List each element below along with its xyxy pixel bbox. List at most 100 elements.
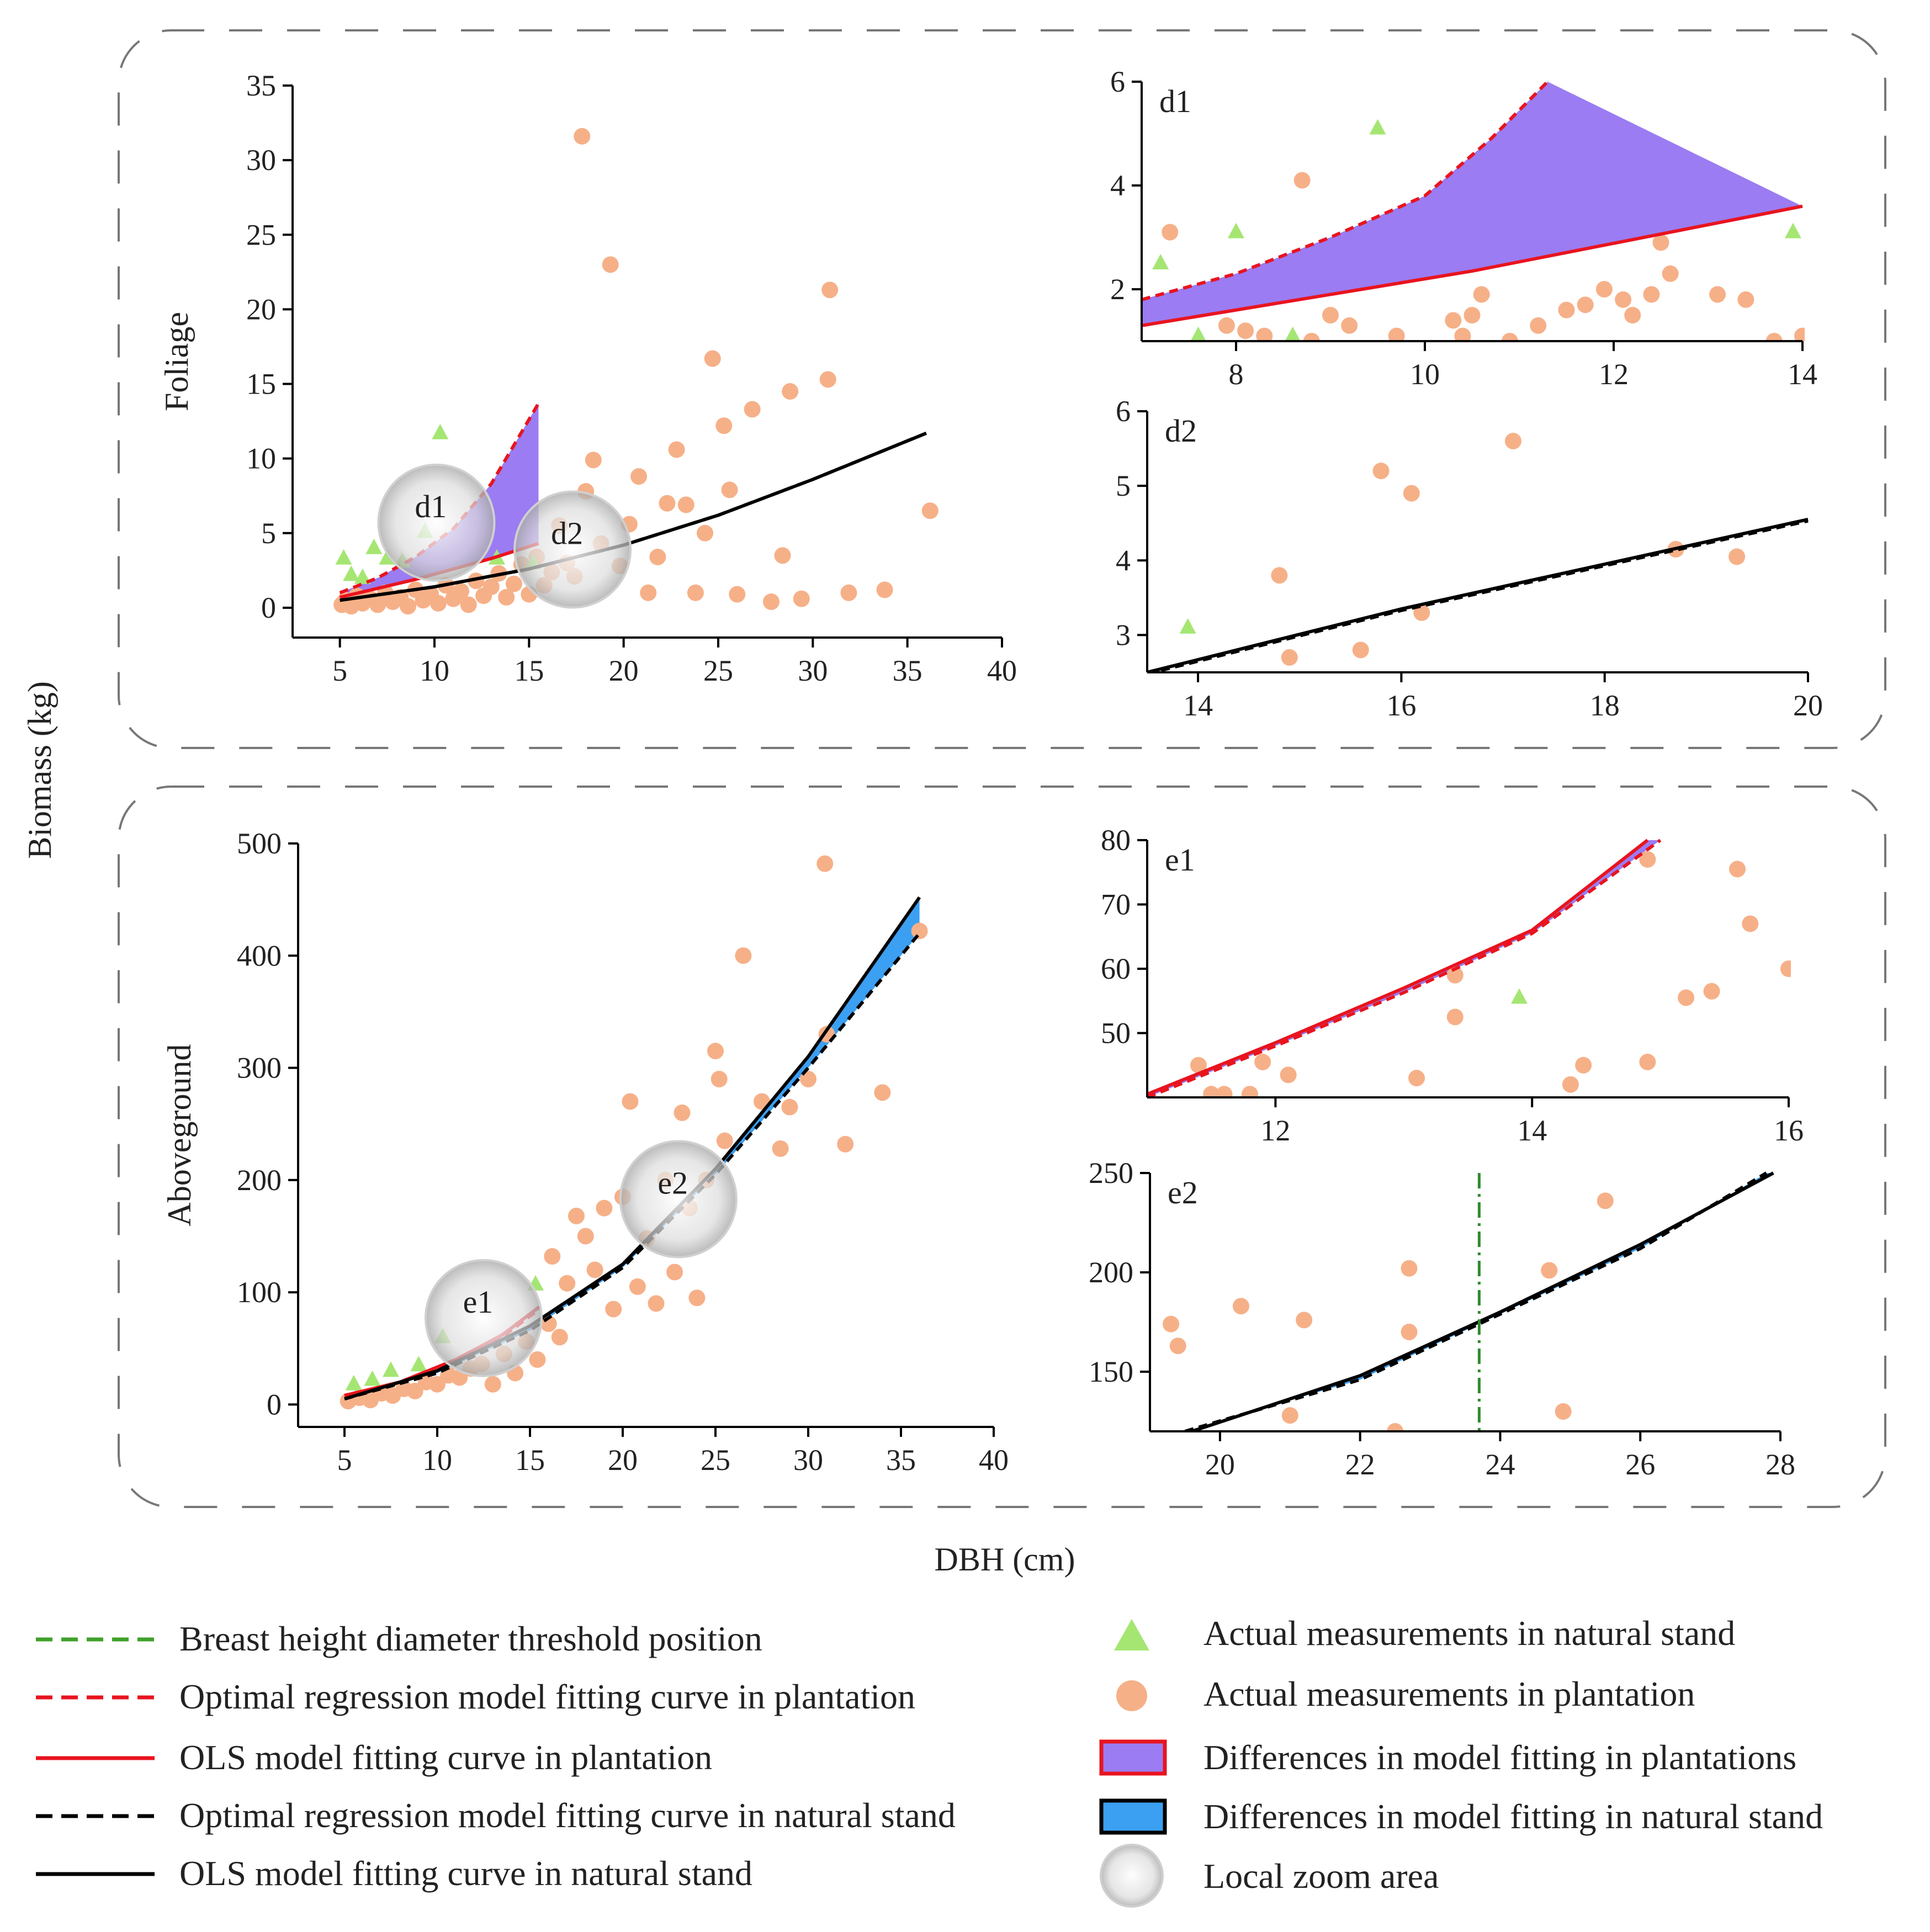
d1-plantation-point	[1237, 322, 1254, 339]
foliage-main-zoom-label: d1	[415, 489, 447, 524]
d2-x-tick-label: 18	[1590, 689, 1620, 722]
aboveground-main-plantation-point	[674, 1104, 691, 1121]
d1-plantation-point	[1341, 317, 1358, 334]
foliage-main-x-tick-label: 20	[609, 654, 639, 687]
d2-natural-point	[1179, 618, 1196, 634]
foliage-main-plantation-point	[721, 481, 738, 498]
d2-y-tick-label: 6	[1116, 395, 1131, 428]
e1-plantation-point	[1639, 851, 1656, 868]
aboveground-main-plantation-point	[544, 1248, 561, 1265]
aboveground-main-plantation-point	[551, 1329, 568, 1346]
aboveground-main-y-tick-label: 100	[237, 1276, 282, 1309]
aboveground-main-plantation-point	[772, 1140, 789, 1157]
e1-plantation-point	[1703, 983, 1720, 1000]
e2-plantation-point	[1232, 1298, 1249, 1315]
e1-y-tick-label: 50	[1101, 1017, 1131, 1050]
aboveground-main-zoom-label: e2	[658, 1165, 688, 1201]
d1-x-tick-label: 10	[1410, 358, 1440, 391]
aboveground-main-plantation-point	[484, 1376, 501, 1393]
panel-d2: 14 16 18 20 3 4 5 6 d2	[1116, 395, 1823, 722]
d2-plantation-point	[1728, 548, 1746, 565]
foliage-main-natural-point	[365, 538, 383, 554]
foliage-main-plantation-point	[498, 589, 515, 606]
x-axis-label: DBH (cm)	[935, 1541, 1075, 1578]
e2-plantation-point	[1281, 1407, 1298, 1424]
legend-label-natural-ols: OLS model fitting curve in natural stand	[179, 1854, 752, 1893]
foliage-main-y-tick-label: 20	[246, 293, 276, 326]
legend-label-plantation-ols: OLS model fitting curve in plantation	[179, 1738, 712, 1777]
e1-x-tick-label: 12	[1260, 1114, 1290, 1147]
e1-plantation-point	[1408, 1070, 1425, 1087]
e2-plantation-point	[1555, 1403, 1572, 1420]
aboveground-main-plantation-point	[406, 1382, 423, 1399]
e2-plantation-point	[1541, 1262, 1558, 1279]
d1-plantation-point	[1662, 265, 1679, 282]
aboveground-main-y-tick-label: 300	[237, 1052, 282, 1085]
d2-y-tick-label: 3	[1116, 618, 1131, 651]
aboveground-main-x-tick-label: 5	[337, 1443, 352, 1477]
e2-plantation-point	[1169, 1337, 1186, 1355]
foliage-main-x-tick-label: 40	[987, 654, 1017, 687]
e1-plantation-point	[1190, 1057, 1207, 1074]
foliage-main-plantation-point	[819, 371, 836, 388]
foliage-main-x-tick-label: 10	[420, 654, 449, 687]
aboveground-main-plantation-point	[429, 1376, 446, 1393]
d1-y-tick-label: 4	[1110, 169, 1125, 202]
foliage-main-plantation-point	[630, 468, 648, 485]
foliage-main-plantation-point	[876, 581, 893, 598]
foliage-main-zoom-label: d2	[551, 516, 583, 551]
d2-x-tick-label: 16	[1386, 689, 1416, 722]
e1-y-tick-label: 60	[1101, 952, 1131, 985]
d1-natural-point	[1228, 222, 1244, 238]
foliage-main-plantation-point	[782, 383, 799, 400]
legend-label-zoom: Local zoom area	[1203, 1856, 1439, 1896]
aboveground-main-plantation-point	[596, 1199, 613, 1217]
e1-plantation-ols-curve	[1147, 838, 1649, 1096]
aboveground-main-y-tick-label: 0	[267, 1388, 282, 1421]
e2-natural-ols-curve	[1191, 1171, 1774, 1431]
foliage-main-plantation-point	[668, 441, 685, 458]
aboveground-main-plantation-point	[529, 1351, 546, 1368]
foliage-main-plantation-point	[704, 350, 721, 367]
aboveground-main-natural-point	[364, 1370, 381, 1386]
d2-natural-opt-curve	[1147, 519, 1809, 672]
panel-foliage-main: d1 d2 5 10 15 20 25 30 35 40 0 5 10 15 20 25 30 35 Foliage	[158, 69, 1017, 687]
d1-y-tick-label: 6	[1110, 65, 1125, 98]
foliage-main-plantation-point	[744, 401, 761, 418]
d1-natural-point	[1285, 326, 1301, 341]
d1-x-tick-label: 8	[1229, 358, 1244, 391]
legend-icon-zoom-circle	[1100, 1844, 1164, 1908]
foliage-main-y-tick-label: 10	[246, 442, 276, 475]
d1-plantation-point	[1162, 224, 1179, 241]
aboveground-main-x-tick-label: 25	[701, 1443, 730, 1477]
foliage-main-plantation-point	[840, 584, 857, 601]
d1-y-tick-label: 2	[1110, 273, 1125, 306]
e2-x-tick-label: 24	[1485, 1448, 1515, 1481]
d1-plantation-opt-curve	[1142, 80, 1549, 301]
foliage-main-y-label: Foliage	[158, 312, 195, 411]
aboveground-main-plantation-point	[666, 1264, 683, 1281]
aboveground-main-natural-ols-curve	[344, 896, 921, 1401]
d1-plantation-point	[1737, 291, 1754, 308]
d1-plantation-point	[1765, 333, 1783, 341]
aboveground-main-plantation-point	[711, 1070, 728, 1087]
aboveground-main-plantation-point	[837, 1135, 854, 1153]
d2-plot-area	[1147, 433, 1809, 672]
foliage-main-x-tick-label: 25	[703, 654, 733, 687]
foliage-main-x-tick-label: 35	[893, 654, 922, 687]
aboveground-main-plantation-point	[586, 1261, 603, 1278]
aboveground-main-plantation-point	[781, 1098, 798, 1116]
foliage-main-plantation-point	[793, 590, 810, 607]
e1-plantation-point	[1280, 1066, 1297, 1084]
e1-plantation-point	[1575, 1057, 1592, 1074]
legend-label-natural-diff: Differences in model fitting in natural …	[1203, 1797, 1823, 1836]
d2-plantation-point	[1504, 433, 1521, 450]
e1-y-tick-label: 80	[1101, 824, 1131, 857]
foliage-main-y-tick-label: 15	[246, 368, 276, 401]
d1-plantation-point	[1293, 172, 1311, 189]
foliage-main-plantation-point	[729, 586, 746, 603]
e2-plot-area	[1163, 1171, 1774, 1431]
d1-plantation-diff-area	[1142, 82, 1802, 326]
e1-plantation-point	[1254, 1053, 1271, 1070]
aboveground-main-plantation-point	[568, 1207, 585, 1224]
